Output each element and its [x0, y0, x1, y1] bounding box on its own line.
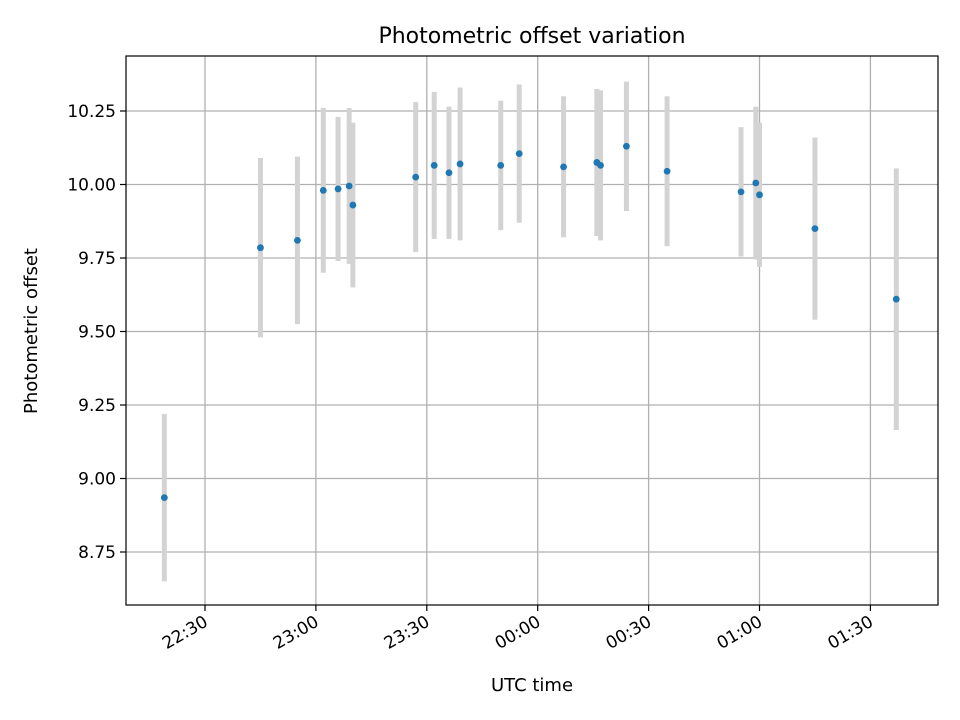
y-tick-label: 9.00: [78, 470, 116, 490]
data-point: [319, 186, 327, 194]
data-point: [345, 182, 353, 190]
data-point: [811, 225, 819, 233]
y-axis-ticks: 8.75 9.00 9.25 9.50 9.75 10.00 10.25: [67, 102, 126, 563]
data-point: [349, 201, 357, 209]
data-point: [430, 161, 438, 169]
x-tick-label: 23:00: [270, 612, 322, 654]
data-point: [294, 236, 301, 244]
data-point: [756, 191, 763, 199]
chart-title: Photometric offset variation: [378, 24, 685, 49]
plot-frame: [125, 55, 939, 606]
x-tick-label: 01:30: [824, 612, 876, 654]
y-axis-label: Photometric offset: [21, 248, 42, 414]
y-tick-label: 9.50: [78, 323, 116, 343]
x-tick-label: 22:30: [159, 612, 211, 654]
x-tick-label: 00:00: [492, 612, 544, 654]
data-point: [160, 494, 168, 502]
x-tick-label: 23:30: [381, 612, 433, 654]
y-tick-label: 9.75: [78, 249, 116, 269]
data-points: [160, 142, 900, 502]
data-point: [257, 244, 264, 252]
data-point: [752, 179, 760, 187]
y-tick-label: 9.25: [78, 396, 116, 416]
data-point: [737, 188, 745, 196]
y-tick-label: 10.00: [67, 176, 116, 196]
x-axis-ticks: 22:30 23:00 23:30 00:00 00:30 01:00 01:30: [159, 605, 877, 654]
data-point: [412, 173, 420, 181]
x-tick-label: 01:00: [714, 612, 766, 654]
data-point: [663, 167, 671, 175]
x-tick-label: 00:30: [603, 612, 655, 654]
data-point: [445, 169, 453, 177]
data-point: [623, 142, 630, 150]
data-point: [597, 161, 604, 169]
data-point: [515, 150, 523, 158]
x-axis-label: UTC time: [491, 675, 573, 696]
data-point: [892, 295, 900, 303]
data-point: [456, 160, 464, 168]
y-tick-label: 10.25: [67, 102, 116, 122]
data-point: [560, 163, 567, 171]
y-tick-label: 8.75: [78, 543, 116, 563]
data-point: [497, 161, 505, 169]
data-point: [334, 185, 342, 193]
